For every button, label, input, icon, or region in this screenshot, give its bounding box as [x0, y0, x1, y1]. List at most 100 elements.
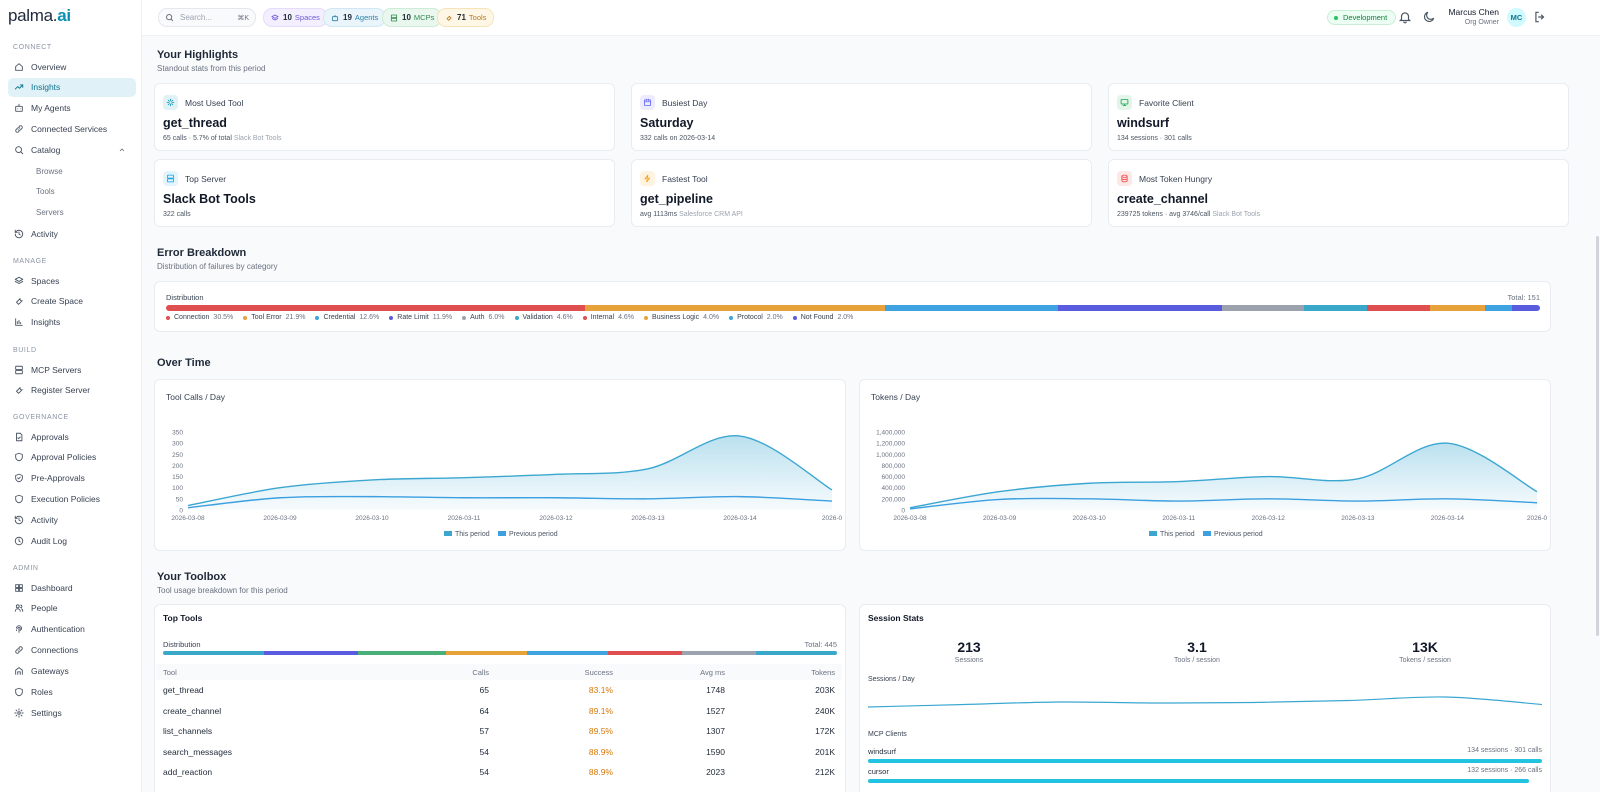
sidebar-item-browse[interactable]: Browse — [15, 162, 143, 181]
this-period-line[interactable] — [187, 435, 833, 507]
sidebar-item-activity[interactable]: Activity — [8, 224, 136, 243]
sidebar-item-tools[interactable]: Tools — [15, 182, 143, 201]
table-row[interactable]: get_thread 65 83.1% 1748 203K — [156, 680, 842, 701]
sidebar-item-people[interactable]: People — [8, 599, 136, 618]
highlight-card-fastest-tool[interactable]: Fastest Tool get_pipeline avg 1113ms Sales… — [631, 159, 1092, 227]
user-menu[interactable]: Marcus Chen Org Owner — [1437, 7, 1499, 26]
avg-ms: 1748 — [706, 685, 725, 696]
sidebar-item-servers[interactable]: Servers — [15, 203, 143, 222]
chevron-up-icon[interactable] — [118, 146, 126, 154]
error-segment[interactable] — [1485, 305, 1513, 311]
legend-item: Business Logic 4.0% — [644, 314, 719, 321]
toolbox-subtitle: Tool usage breakdown for this period — [157, 586, 288, 595]
tool-segment[interactable] — [756, 651, 837, 655]
gateway-icon — [15, 667, 23, 675]
shield-icon — [15, 453, 23, 462]
highlight-card-most-token-hungry[interactable]: Most Token Hungry create_channel 239725 to… — [1108, 159, 1569, 227]
sidebar-item-dashboard[interactable]: Dashboard — [8, 578, 136, 597]
sidebar-item-approval-policies[interactable]: Approval Policies — [8, 448, 136, 467]
mcp-client-row[interactable]: windsurf 134 sessions · 301 calls — [868, 747, 1542, 763]
error-segment[interactable] — [1303, 305, 1367, 311]
sidebar-item-insights[interactable]: Insights — [8, 313, 136, 332]
sidebar-item-activity[interactable]: Activity — [8, 511, 136, 530]
sidebar-item-gateways[interactable]: Gateways — [8, 662, 136, 681]
tool-segment[interactable] — [358, 651, 447, 655]
tool-segment[interactable] — [526, 651, 608, 655]
sidebar-item-authentication[interactable]: Authentication — [8, 620, 136, 639]
sidebar-item-label: Servers — [36, 208, 64, 218]
highlight-card-favorite-client[interactable]: Favorite Client windsurf 134 sessions · 30… — [1108, 83, 1569, 151]
highlight-card-most-used-tool[interactable]: Most Used Tool get_thread 65 calls · 5.7% … — [154, 83, 615, 151]
scrollbar[interactable] — [1596, 236, 1599, 636]
column-header[interactable]: Tool — [156, 664, 436, 680]
sidebar-item-approvals[interactable]: Approvals — [8, 427, 136, 446]
highlight-card-top-server[interactable]: Top Server Slack Bot Tools 322 calls — [154, 159, 615, 227]
spaces-count-pill[interactable]: 10 Spaces — [263, 8, 328, 27]
nav-section-manage: MANAGE — [13, 258, 47, 265]
sidebar-item-register-server[interactable]: Register Server — [8, 381, 136, 400]
error-segment[interactable] — [1366, 305, 1431, 311]
error-segment[interactable] — [166, 305, 585, 311]
previous-period-line[interactable] — [187, 495, 833, 509]
avatar[interactable]: MC — [1507, 8, 1526, 27]
app-logo[interactable]: palma.ai — [8, 6, 71, 25]
column-header[interactable]: Tokens — [732, 664, 842, 680]
sidebar-item-pre-approvals[interactable]: Pre-Approvals — [8, 469, 136, 488]
column-header[interactable]: Success — [496, 664, 620, 680]
environment-badge[interactable]: Development — [1327, 10, 1397, 25]
sidebar-item-connections[interactable]: Connections — [8, 641, 136, 660]
error-segment[interactable] — [1221, 305, 1304, 311]
error-segment[interactable] — [1512, 305, 1540, 311]
sidebar-item-mcp-servers[interactable]: MCP Servers — [8, 360, 136, 379]
tool-segment[interactable] — [264, 651, 359, 655]
y-tick-label: 150 — [172, 474, 183, 481]
error-segment[interactable] — [1430, 305, 1486, 311]
error-breakdown-title: Error Breakdown — [157, 247, 247, 259]
tool-segment[interactable] — [163, 651, 265, 655]
sidebar-item-roles[interactable]: Roles — [8, 683, 136, 702]
column-header[interactable]: Calls — [436, 664, 496, 680]
tool-name: get_thread — [163, 685, 204, 696]
logout-icon[interactable] — [1533, 10, 1547, 24]
tool-segment[interactable] — [446, 651, 527, 655]
table-row[interactable]: search_messages 54 88.9% 1590 201K — [156, 742, 842, 763]
sidebar-item-overview[interactable]: Overview — [8, 57, 136, 76]
moon-icon[interactable] — [1422, 10, 1436, 24]
bell-icon[interactable] — [1398, 10, 1412, 24]
highlight-label: Most Used Tool — [163, 95, 243, 110]
sidebar-item-insights[interactable]: Insights — [8, 77, 136, 97]
legend-label: Previous period — [509, 531, 558, 538]
mcps-count-pill[interactable]: 10 MCPs — [382, 8, 443, 27]
previous-period-line[interactable] — [909, 497, 1538, 510]
sidebar-item-execution-policies[interactable]: Execution Policies — [8, 490, 136, 509]
error-segment[interactable] — [1058, 305, 1222, 311]
table-row[interactable]: create_channel 64 89.1% 1527 240K — [156, 701, 842, 722]
mcp-clients-label: MCP Clients — [868, 731, 907, 738]
sidebar-item-label: Insights — [31, 82, 61, 93]
sidebar-item-audit-log[interactable]: Audit Log — [8, 532, 136, 551]
tool-segment[interactable] — [681, 651, 757, 655]
sidebar-item-my-agents[interactable]: My Agents — [8, 99, 136, 118]
column-header[interactable]: Avg ms — [620, 664, 732, 680]
status-dot — [1334, 15, 1338, 20]
avg-ms: 1307 — [706, 726, 725, 737]
sidebar-item-catalog[interactable]: Catalog — [8, 141, 136, 160]
search-input[interactable]: Search... ⌘K — [158, 8, 256, 27]
sidebar-item-connected-services[interactable]: Connected Services — [8, 120, 136, 139]
tool-segment[interactable] — [607, 651, 682, 655]
tools-count-pill[interactable]: 71 Tools — [437, 8, 495, 27]
error-segment[interactable] — [584, 305, 886, 311]
sidebar-item-label: Approval Policies — [31, 452, 97, 463]
highlight-card-busiest-day[interactable]: Busiest Day Saturday 332 calls on 2026-03-… — [631, 83, 1092, 151]
table-row[interactable]: add_reaction 54 88.9% 2023 212K — [156, 762, 842, 783]
mcp-client-row[interactable]: cursor 132 sessions · 266 calls — [868, 767, 1542, 783]
agents-count-pill[interactable]: 19 Agents — [323, 8, 387, 27]
sidebar-item-settings[interactable]: Settings — [8, 703, 136, 722]
this-period-line[interactable] — [909, 442, 1538, 509]
tokens: 212K — [815, 767, 835, 778]
sidebar-item-spaces[interactable]: Spaces — [8, 271, 136, 290]
sidebar-item-create-space[interactable]: Create Space — [8, 292, 136, 311]
error-segment[interactable] — [885, 305, 1059, 311]
table-row[interactable]: list_channels 57 89.5% 1307 172K — [156, 721, 842, 742]
tool-name: list_channels — [163, 726, 213, 737]
